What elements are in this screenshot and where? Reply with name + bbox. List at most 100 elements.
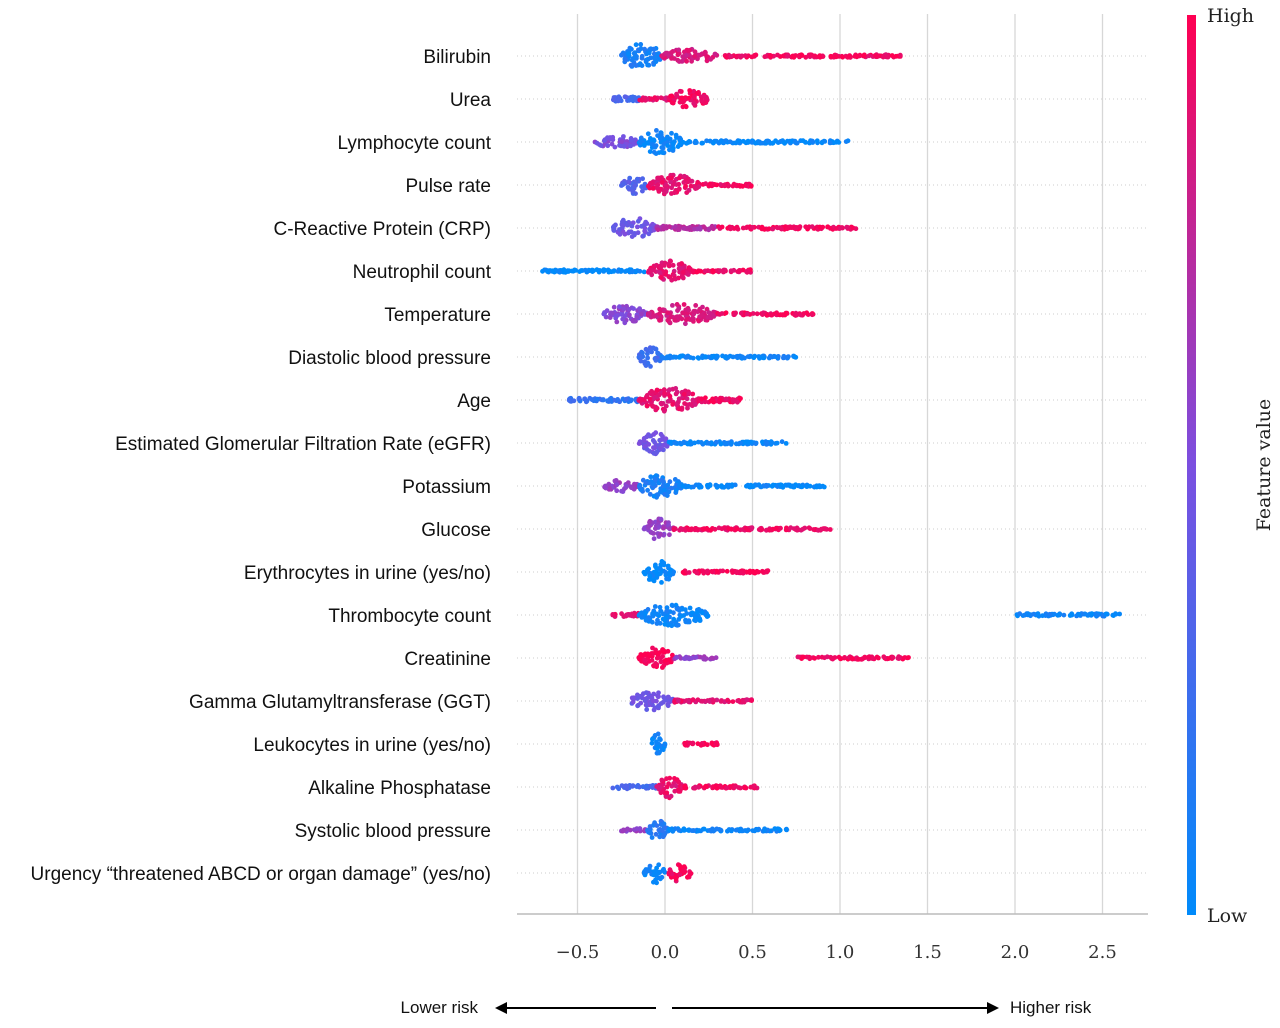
- shap-point: [623, 483, 629, 489]
- shap-point: [566, 397, 572, 403]
- shap-point: [790, 483, 796, 489]
- grid-layer: [576, 14, 1104, 914]
- shap-point: [647, 520, 652, 525]
- shap-point: [647, 448, 652, 454]
- dots-layer: [540, 42, 1122, 886]
- shap-point: [734, 526, 740, 532]
- shap-point: [743, 439, 749, 445]
- shap-point: [667, 570, 672, 576]
- shap-point: [601, 138, 607, 144]
- shap-point: [853, 226, 859, 232]
- shap-point: [644, 140, 650, 146]
- shap-point: [660, 665, 665, 670]
- shap-point: [603, 483, 608, 489]
- shap-point: [689, 610, 695, 616]
- shap-point: [676, 828, 682, 833]
- shap-point: [655, 694, 661, 700]
- shap-point: [1100, 613, 1106, 619]
- shap-point: [653, 358, 659, 363]
- shap-point: [656, 392, 662, 398]
- shap-point: [641, 397, 647, 403]
- shap-point: [896, 656, 902, 661]
- shap-point: [695, 355, 701, 360]
- shap-point: [1076, 612, 1082, 617]
- shap-point: [689, 828, 695, 833]
- shap-point: [642, 46, 647, 52]
- shap-point: [897, 52, 903, 58]
- shap-point: [650, 481, 656, 487]
- shap-point: [642, 658, 647, 664]
- shap-point: [715, 353, 720, 359]
- shap-point: [650, 611, 655, 616]
- shap-point: [665, 648, 671, 654]
- shap-point: [667, 532, 672, 538]
- shap-point: [795, 654, 801, 660]
- shap-point: [704, 306, 710, 312]
- shap-point: [704, 569, 710, 575]
- shap-point: [633, 63, 639, 68]
- shap-point: [611, 228, 617, 233]
- shap-point: [673, 132, 679, 138]
- shap-point: [638, 138, 643, 144]
- shap-point: [617, 227, 622, 232]
- feature-label: Creatinine: [404, 649, 491, 670]
- shap-point: [694, 140, 699, 146]
- shap-point: [617, 304, 622, 310]
- shap-point: [667, 609, 673, 614]
- shap-point: [632, 95, 638, 100]
- shap-point: [700, 526, 706, 532]
- shap-point: [673, 391, 679, 397]
- shap-point: [676, 483, 682, 488]
- shap-point: [634, 784, 640, 789]
- shap-point: [676, 406, 682, 412]
- shap-point: [743, 526, 749, 531]
- shap-point: [681, 302, 687, 307]
- shap-point: [812, 655, 817, 661]
- shap-point: [759, 527, 765, 532]
- shap-point: [799, 484, 805, 490]
- shap-point: [1055, 612, 1061, 618]
- shap-point: [727, 139, 733, 145]
- shap-point: [764, 312, 770, 318]
- shap-point: [793, 226, 799, 232]
- shap-point: [702, 354, 708, 359]
- shap-point: [647, 824, 653, 829]
- shap-point: [698, 268, 704, 274]
- shap-point: [738, 310, 744, 316]
- shap-point: [662, 487, 667, 493]
- shap-point: [819, 654, 825, 660]
- shap-point: [661, 866, 666, 872]
- shap-point: [619, 183, 624, 188]
- shap-point: [1047, 611, 1053, 617]
- feature-label: Systolic blood pressure: [295, 821, 491, 842]
- shap-point: [812, 53, 818, 59]
- shap-point: [652, 733, 658, 738]
- shap-point: [696, 828, 702, 833]
- shap-point: [721, 182, 727, 188]
- shap-point: [774, 440, 780, 446]
- shap-point: [660, 699, 666, 705]
- shap-point: [642, 359, 648, 365]
- shap-point: [665, 175, 671, 181]
- shap-point: [626, 307, 632, 312]
- shap-point: [665, 703, 671, 709]
- shap-point: [629, 46, 634, 52]
- feature-label: Neutrophil count: [353, 262, 492, 283]
- shap-point: [644, 707, 650, 712]
- shap-point: [648, 96, 654, 102]
- shap-point: [685, 441, 691, 447]
- shap-point: [729, 828, 734, 834]
- shap-point: [690, 397, 696, 403]
- shap-point: [654, 566, 659, 571]
- shap-point: [652, 445, 658, 451]
- shap-point: [635, 692, 640, 698]
- shap-point: [818, 526, 824, 532]
- shap-point: [677, 355, 682, 360]
- shap-point: [783, 441, 789, 446]
- shap-point: [635, 224, 640, 230]
- shap-point: [658, 876, 663, 882]
- shap-point: [625, 612, 631, 618]
- feature-label: C-Reactive Protein (CRP): [274, 219, 492, 240]
- shap-point: [623, 396, 629, 402]
- shap-point: [610, 134, 616, 140]
